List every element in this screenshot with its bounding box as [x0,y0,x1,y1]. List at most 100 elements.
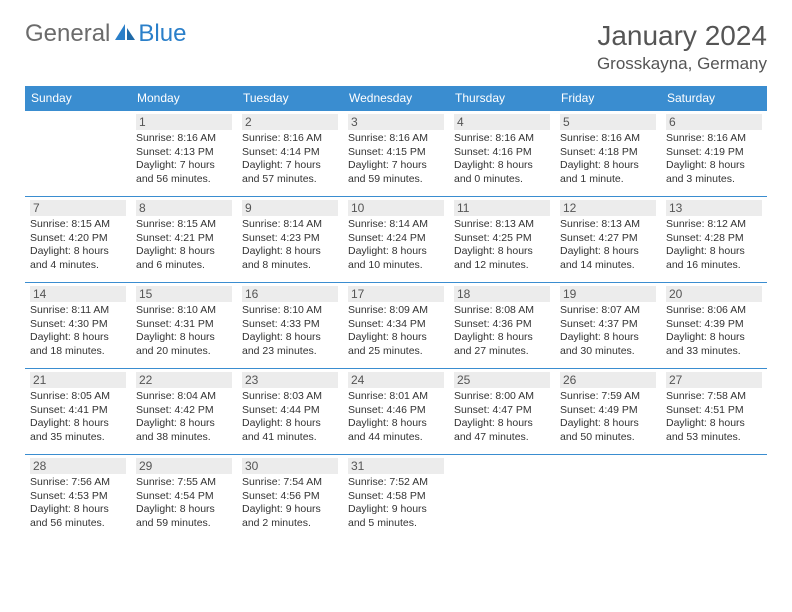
calendar-day-cell [25,111,131,197]
day-header: Saturday [661,86,767,111]
sunset-text: Sunset: 4:19 PM [666,146,762,160]
sunset-text: Sunset: 4:31 PM [136,318,232,332]
calendar-day-cell [661,455,767,541]
daylight-text: Daylight: 8 hours [30,331,126,345]
daylight-text: and 59 minutes. [348,173,444,187]
daylight-text: Daylight: 8 hours [666,331,762,345]
day-number: 1 [136,114,232,130]
sunrise-text: Sunrise: 8:13 AM [560,218,656,232]
sunset-text: Sunset: 4:28 PM [666,232,762,246]
day-number: 24 [348,372,444,388]
day-number: 11 [454,200,550,216]
day-number: 5 [560,114,656,130]
day-number: 20 [666,286,762,302]
sunrise-text: Sunrise: 8:09 AM [348,304,444,318]
daylight-text: and 35 minutes. [30,431,126,445]
day-number: 8 [136,200,232,216]
daylight-text: Daylight: 7 hours [136,159,232,173]
day-number: 27 [666,372,762,388]
sunrise-text: Sunrise: 8:13 AM [454,218,550,232]
sunrise-text: Sunrise: 8:16 AM [560,132,656,146]
day-number: 28 [30,458,126,474]
sunset-text: Sunset: 4:15 PM [348,146,444,160]
daylight-text: Daylight: 8 hours [348,331,444,345]
daylight-text: Daylight: 8 hours [136,503,232,517]
calendar-day-cell: 8Sunrise: 8:15 AMSunset: 4:21 PMDaylight… [131,197,237,283]
sunrise-text: Sunrise: 8:16 AM [242,132,338,146]
daylight-text: and 25 minutes. [348,345,444,359]
calendar-day-cell: 24Sunrise: 8:01 AMSunset: 4:46 PMDayligh… [343,369,449,455]
day-number: 15 [136,286,232,302]
daylight-text: and 30 minutes. [560,345,656,359]
sunset-text: Sunset: 4:39 PM [666,318,762,332]
day-number: 18 [454,286,550,302]
day-number: 12 [560,200,656,216]
daylight-text: and 27 minutes. [454,345,550,359]
sunrise-text: Sunrise: 8:15 AM [30,218,126,232]
sunset-text: Sunset: 4:51 PM [666,404,762,418]
sunset-text: Sunset: 4:53 PM [30,490,126,504]
sunrise-text: Sunrise: 8:03 AM [242,390,338,404]
day-header-row: Sunday Monday Tuesday Wednesday Thursday… [25,86,767,111]
calendar-day-cell: 2Sunrise: 8:16 AMSunset: 4:14 PMDaylight… [237,111,343,197]
daylight-text: Daylight: 8 hours [666,245,762,259]
calendar-day-cell: 4Sunrise: 8:16 AMSunset: 4:16 PMDaylight… [449,111,555,197]
location: Grosskayna, Germany [597,54,767,74]
sunrise-text: Sunrise: 8:14 AM [348,218,444,232]
sunrise-text: Sunrise: 8:05 AM [30,390,126,404]
daylight-text: Daylight: 8 hours [560,245,656,259]
sunrise-text: Sunrise: 8:10 AM [136,304,232,318]
daylight-text: and 38 minutes. [136,431,232,445]
calendar-day-cell: 6Sunrise: 8:16 AMSunset: 4:19 PMDaylight… [661,111,767,197]
day-header: Monday [131,86,237,111]
sunset-text: Sunset: 4:21 PM [136,232,232,246]
day-number: 2 [242,114,338,130]
calendar-day-cell: 1Sunrise: 8:16 AMSunset: 4:13 PMDaylight… [131,111,237,197]
daylight-text: and 23 minutes. [242,345,338,359]
sunset-text: Sunset: 4:18 PM [560,146,656,160]
sunrise-text: Sunrise: 7:59 AM [560,390,656,404]
sunset-text: Sunset: 4:41 PM [30,404,126,418]
calendar-day-cell: 28 Sunrise: 7:56 AMSunset: 4:53 PMDayligh… [25,455,131,541]
daylight-text: and 50 minutes. [560,431,656,445]
day-number: 31 [348,458,444,474]
calendar-day-cell: 25Sunrise: 8:00 AMSunset: 4:47 PMDayligh… [449,369,555,455]
daylight-text: Daylight: 8 hours [30,503,126,517]
sunset-text: Sunset: 4:27 PM [560,232,656,246]
daylight-text: Daylight: 8 hours [560,331,656,345]
calendar-day-cell: 13Sunrise: 8:12 AMSunset: 4:28 PMDayligh… [661,197,767,283]
sunrise-text: Sunrise: 8:08 AM [454,304,550,318]
daylight-text: Daylight: 8 hours [30,417,126,431]
daylight-text: and 57 minutes. [242,173,338,187]
daylight-text: Daylight: 8 hours [454,245,550,259]
calendar-day-cell: 11Sunrise: 8:13 AMSunset: 4:25 PMDayligh… [449,197,555,283]
daylight-text: Daylight: 8 hours [136,245,232,259]
sunrise-text: Sunrise: 8:16 AM [348,132,444,146]
day-header: Tuesday [237,86,343,111]
daylight-text: Daylight: 7 hours [242,159,338,173]
daylight-text: and 44 minutes. [348,431,444,445]
sunrise-text: Sunrise: 8:16 AM [666,132,762,146]
daylight-text: and 3 minutes. [666,173,762,187]
daylight-text: and 41 minutes. [242,431,338,445]
day-number: 7 [30,200,126,216]
sunrise-text: Sunrise: 8:12 AM [666,218,762,232]
calendar-day-cell: 9Sunrise: 8:14 AMSunset: 4:23 PMDaylight… [237,197,343,283]
sunrise-text: Sunrise: 7:56 AM [30,476,126,490]
header: General Blue January 2024 Grosskayna, Ge… [25,20,767,74]
sunset-text: Sunset: 4:13 PM [136,146,232,160]
daylight-text: Daylight: 9 hours [348,503,444,517]
sunrise-text: Sunrise: 7:54 AM [242,476,338,490]
sunrise-text: Sunrise: 7:55 AM [136,476,232,490]
sunset-text: Sunset: 4:46 PM [348,404,444,418]
day-number: 9 [242,200,338,216]
calendar-day-cell: 31Sunrise: 7:52 AMSunset: 4:58 PMDayligh… [343,455,449,541]
daylight-text: Daylight: 8 hours [560,417,656,431]
daylight-text: and 53 minutes. [666,431,762,445]
daylight-text: and 5 minutes. [348,517,444,531]
daylight-text: Daylight: 8 hours [666,159,762,173]
daylight-text: Daylight: 8 hours [454,159,550,173]
sunset-text: Sunset: 4:34 PM [348,318,444,332]
calendar-day-cell [555,455,661,541]
logo-sail-icon [114,22,136,47]
